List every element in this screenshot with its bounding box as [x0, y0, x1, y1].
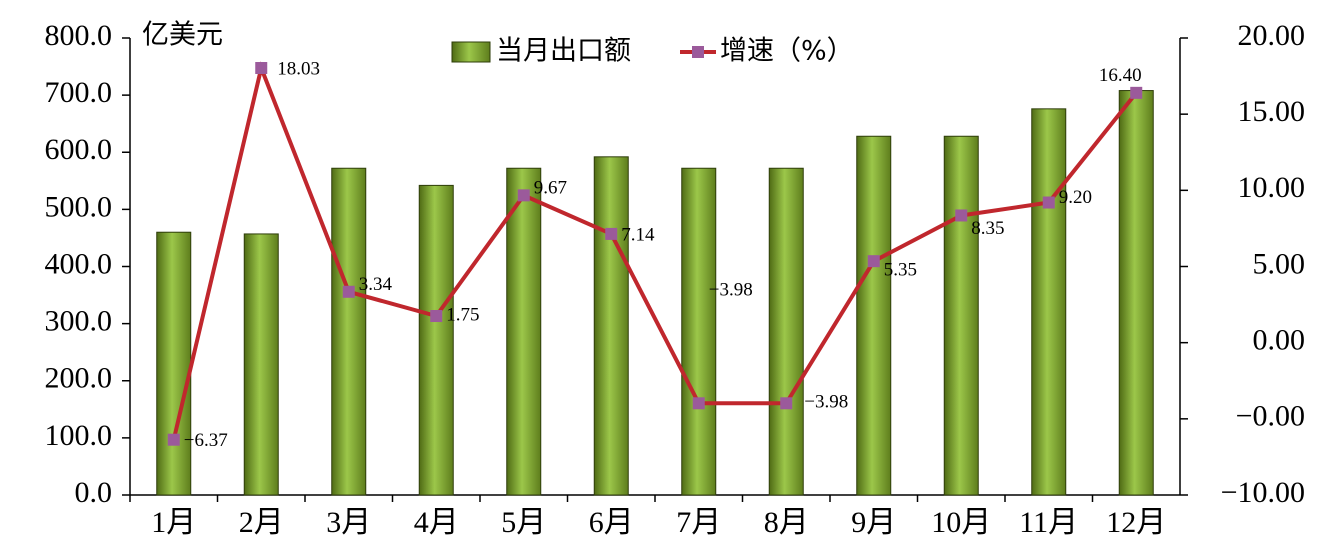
marker: [1042, 196, 1055, 209]
y2-tick-label: −10.00: [1221, 476, 1305, 509]
y-tick-label: 300.0: [45, 305, 113, 338]
marker: [867, 255, 880, 268]
data-label: −6.37: [184, 430, 228, 451]
x-tick-label: 9月: [851, 506, 896, 539]
x-tick-label: 1月: [151, 506, 196, 539]
data-label: 1.75: [446, 304, 479, 325]
y2-tick-label: 20.00: [1238, 19, 1306, 52]
x-tick-label: 2月: [239, 506, 284, 539]
y2-tick-label: 15.00: [1238, 95, 1306, 128]
bar: [331, 167, 367, 496]
x-tick-label: 6月: [589, 506, 634, 539]
bar: [768, 167, 804, 496]
x-tick-label: 8月: [764, 506, 809, 539]
y-tick-label: 400.0: [45, 247, 113, 280]
line: [171, 61, 1138, 441]
legend-label: 增速（%）: [720, 36, 854, 67]
marker: [167, 433, 180, 446]
x-tick-label: 5月: [501, 506, 546, 539]
marker: [1130, 86, 1143, 99]
bar: [1031, 108, 1067, 496]
y2-tick-label: −0.00: [1236, 400, 1305, 433]
y2-tick-label: 10.00: [1238, 171, 1306, 204]
legend-marker: [692, 46, 704, 58]
marker: [342, 285, 355, 298]
marker: [780, 397, 793, 410]
marker: [430, 310, 443, 323]
data-label: 16.40: [1099, 65, 1142, 86]
data-label: 8.35: [971, 218, 1004, 239]
bar: [943, 135, 979, 496]
y-tick-label: 800.0: [45, 19, 113, 52]
data-label: 9.67: [534, 178, 567, 199]
marker: [255, 62, 268, 75]
data-label: −3.98: [804, 392, 848, 413]
data-label: 18.03: [277, 58, 320, 79]
legend-label: 当月出口额: [496, 36, 631, 67]
data-label: 9.20: [1059, 187, 1092, 208]
bar: [418, 184, 454, 496]
data-label: 7.14: [621, 224, 655, 245]
data-label: 3.34: [359, 274, 393, 295]
y2-tick-label: 0.00: [1253, 324, 1306, 357]
marker: [605, 227, 618, 240]
y-axis-label: 亿美元: [142, 20, 223, 51]
data-label: 5.35: [884, 260, 917, 281]
bar: [593, 156, 629, 496]
x-tick-label: 12月: [1106, 506, 1166, 539]
marker: [955, 209, 968, 222]
bar: [681, 167, 717, 496]
x-tick-label: 3月: [326, 506, 371, 539]
bar: [506, 167, 542, 496]
y-tick-label: 0.0: [75, 476, 113, 509]
marker: [517, 189, 530, 202]
x-tick-label: 11月: [1019, 506, 1078, 539]
bar: [1118, 90, 1154, 496]
data-label: −3.98: [709, 280, 753, 301]
y-tick-label: 700.0: [45, 76, 113, 109]
marker: [692, 397, 705, 410]
bar: [243, 233, 279, 496]
y2-tick-label: 5.00: [1253, 247, 1306, 280]
x-tick-label: 4月: [414, 506, 459, 539]
x-tick-label: 7月: [676, 506, 721, 539]
legend-swatch: [451, 41, 491, 63]
y-tick-label: 100.0: [45, 419, 113, 452]
bar: [856, 135, 892, 496]
y-tick-label: 200.0: [45, 362, 113, 395]
bar: [156, 231, 192, 496]
y-tick-label: 500.0: [45, 190, 113, 223]
y-tick-label: 600.0: [45, 133, 113, 166]
x-tick-label: 10月: [931, 506, 991, 539]
